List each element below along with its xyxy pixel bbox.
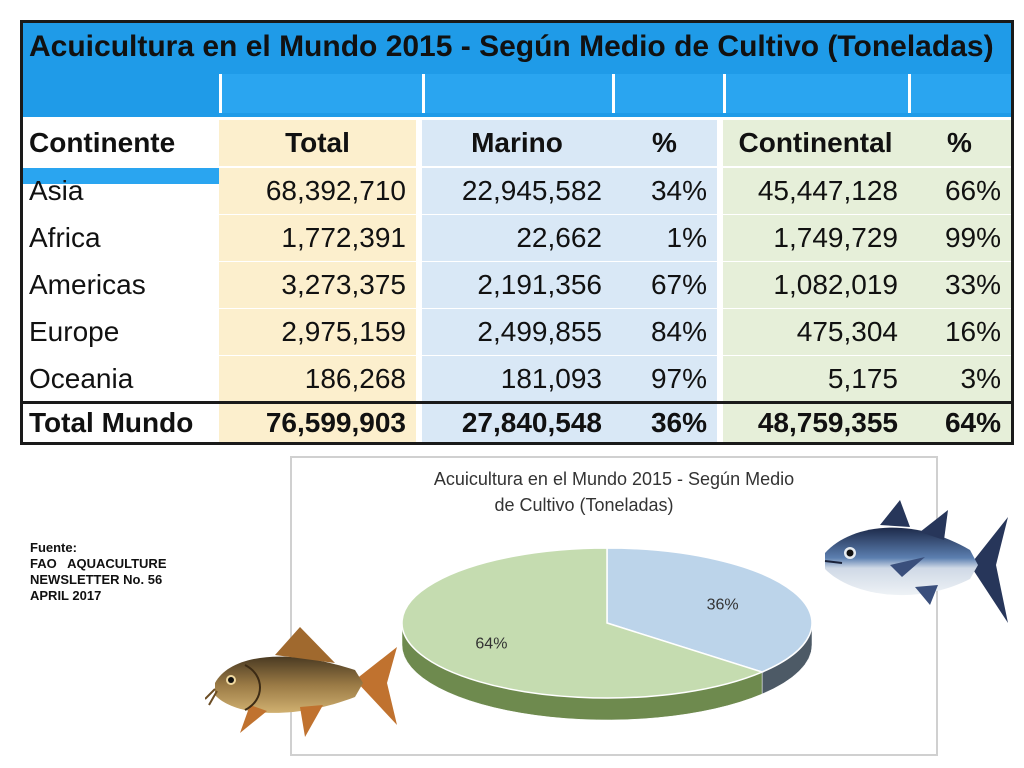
pie-slice-marino (606, 547, 813, 673)
pie-slice-continental (401, 547, 765, 699)
carp-fish-image (205, 627, 397, 737)
cell-total: 2,975,159 (219, 309, 419, 355)
chart-title-line1: Acuicultura en el Mundo 2015 - Según Med… (433, 469, 795, 489)
cell-marino-pct: 34% (612, 168, 720, 214)
source-note: Fuente: FAO AQUACULTURE NEWSLETTER No. 5… (30, 540, 167, 604)
pie-data-label-marino: 36% (707, 597, 739, 614)
cell-continental-pct: 3% (908, 356, 1011, 402)
cell-total: 186,268 (219, 356, 419, 402)
cell-continental-pct: 33% (908, 262, 1011, 308)
table-row: Asia 68,392,710 22,945,582 34% 45,447,12… (23, 168, 1011, 214)
cell-marino: 2,191,356 (422, 262, 612, 308)
cell-marino-pct: 97% (612, 356, 720, 402)
cell-total: 1,772,391 (219, 215, 419, 261)
cell-total-label: Total Mundo (23, 404, 219, 442)
cell-continent: Africa (23, 215, 219, 261)
table-total-row: Total Mundo 76,599,903 27,840,548 36% 48… (23, 404, 1011, 442)
cell-total: 3,273,375 (219, 262, 419, 308)
table-row: Africa 1,772,391 22,662 1% 1,749,729 99% (23, 215, 1011, 261)
total-divider (23, 401, 1011, 404)
table-row: Americas 3,273,375 2,191,356 67% 1,082,0… (23, 262, 1011, 308)
cell-continental: 45,447,128 (723, 168, 908, 214)
header-continental: Continental (723, 120, 908, 166)
cell-continental: 475,304 (723, 309, 908, 355)
cell-marino: 181,093 (422, 356, 612, 402)
header-total: Total (219, 120, 419, 166)
spacer-cell (612, 74, 723, 113)
divider (23, 117, 1011, 120)
cell-continental: 1,749,729 (723, 215, 908, 261)
cell-total-continental-pct: 64% (908, 404, 1011, 442)
source-line: NEWSLETTER No. 56 (30, 572, 163, 587)
cell-marino: 22,662 (422, 215, 612, 261)
source-line: APRIL 2017 (30, 588, 102, 603)
chart-title: Acuicultura en el Mundo 2015 - Según Med… (292, 466, 936, 518)
cell-marino-pct: 84% (612, 309, 720, 355)
cell-total-sum: 76,599,903 (219, 404, 419, 442)
table-row: Oceania 186,268 181,093 97% 5,175 3% (23, 356, 1011, 402)
spacer-cell (422, 74, 612, 113)
pie-chart: Acuicultura en el Mundo 2015 - Según Med… (290, 456, 938, 756)
table-header-row: Continente Total Marino % Continental % (23, 120, 1011, 166)
cell-total-continental: 48,759,355 (723, 404, 908, 442)
header-continental-pct: % (908, 120, 1011, 166)
cell-continental-pct: 66% (908, 168, 1011, 214)
cell-marino: 22,945,582 (422, 168, 612, 214)
cell-continent: Europe (23, 309, 219, 355)
header-marino-pct: % (612, 120, 720, 166)
cell-marino-pct: 67% (612, 262, 720, 308)
cell-continental: 1,082,019 (723, 262, 908, 308)
pie-data-label-continental: 64% (475, 635, 507, 652)
header-continente: Continente (23, 120, 219, 166)
spacer-cell (723, 74, 908, 113)
cell-marino-pct: 1% (612, 215, 720, 261)
cell-total: 68,392,710 (219, 168, 419, 214)
pie-chart-svg: 36% 64% (401, 547, 813, 721)
cell-total-marino-pct: 36% (612, 404, 720, 442)
tuna-fish-image (824, 500, 1008, 623)
chart-title-line2: de Cultivo (Toneladas) (494, 495, 674, 515)
header-marino: Marino (422, 120, 612, 166)
cell-total-marino: 27,840,548 (422, 404, 612, 442)
cell-continent: Oceania (23, 356, 219, 402)
source-line: FAO AQUACULTURE (30, 556, 167, 571)
source-line: Fuente: (30, 540, 77, 555)
cell-continental: 5,175 (723, 356, 908, 402)
table-row: Europe 2,975,159 2,499,855 84% 475,304 1… (23, 309, 1011, 355)
cell-continent: Americas (23, 262, 219, 308)
cell-continent: Asia (23, 168, 219, 214)
spacer-cell (219, 74, 422, 113)
table-title: Acuicultura en el Mundo 2015 - Según Med… (23, 23, 1011, 70)
cell-continental-pct: 16% (908, 309, 1011, 355)
cell-continental-pct: 99% (908, 215, 1011, 261)
spacer-cell (908, 74, 1011, 113)
table-spacer-row (23, 70, 1011, 117)
cell-marino: 2,499,855 (422, 309, 612, 355)
aquaculture-table: Acuicultura en el Mundo 2015 - Según Med… (20, 20, 1014, 445)
